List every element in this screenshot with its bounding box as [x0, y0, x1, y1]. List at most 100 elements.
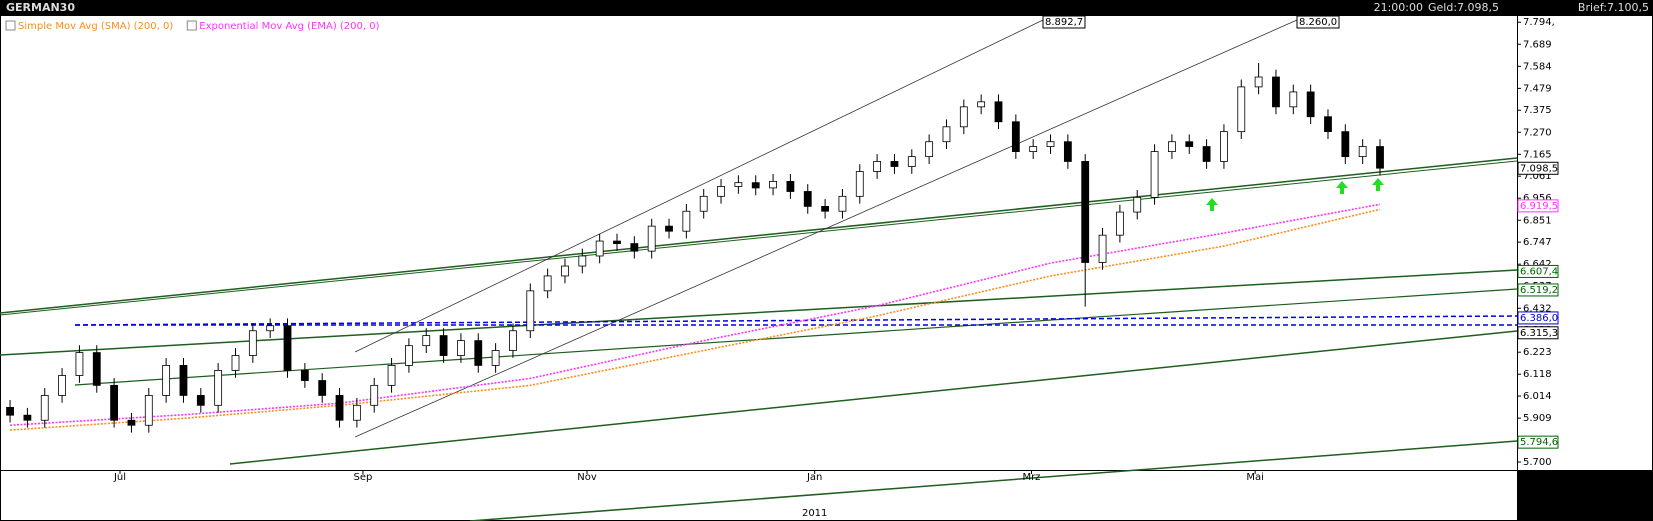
candle-body — [370, 384, 379, 406]
line-tag — [1296, 15, 1340, 29]
candle-body — [457, 340, 465, 356]
year-label: 2011 — [802, 508, 827, 519]
candle-body — [942, 126, 951, 143]
candle-body — [1115, 211, 1124, 236]
candle-body — [23, 414, 32, 421]
channel-line — [354, 19, 1298, 438]
y-tick-label: 7.584 — [1523, 61, 1552, 72]
candle-body — [387, 365, 396, 386]
price-tag-label: 6.519,2 — [1520, 285, 1558, 296]
candle-body — [110, 384, 119, 421]
plot-area — [1, 16, 1517, 470]
candle-body — [491, 350, 500, 366]
arrow — [1372, 178, 1384, 191]
candle-body — [231, 355, 240, 371]
candle-body — [994, 101, 1003, 123]
candle-body — [248, 330, 257, 356]
candle-body — [509, 330, 517, 351]
candle-body — [526, 290, 535, 332]
y-tick-label: 6.118 — [1523, 369, 1552, 380]
y-tick-label: 5.700 — [1523, 457, 1552, 468]
y-tick-label: 6.223 — [1523, 347, 1552, 358]
price-tag — [1517, 264, 1559, 278]
candle-body — [318, 380, 327, 396]
trendline — [0, 160, 1518, 316]
trendline — [469, 440, 1518, 521]
candle-body — [162, 365, 171, 396]
candle-body — [1029, 146, 1038, 152]
price-tag-label: 6.919,5 — [1520, 201, 1558, 212]
candle-body — [595, 240, 604, 257]
x-tick-label: Nov — [577, 472, 597, 483]
candle-body — [890, 161, 899, 167]
candle-body — [665, 225, 673, 232]
support-line — [74, 315, 1518, 326]
candle-body — [40, 395, 49, 421]
trendline — [74, 288, 1518, 386]
candle-body — [1237, 86, 1246, 133]
candle-body — [769, 181, 777, 189]
y-tick-label: 7.165 — [1523, 149, 1552, 160]
trendline — [229, 330, 1518, 465]
candle-body — [422, 335, 431, 347]
candle-body — [300, 370, 309, 381]
candle-body — [682, 210, 691, 232]
symbol: GERMAN30 — [6, 1, 75, 14]
y-tick-label: 6.432 — [1523, 303, 1552, 314]
y-tick-label: 7.061 — [1523, 171, 1552, 182]
candle-body — [283, 325, 292, 371]
x-tick-label: Mai — [1246, 472, 1264, 483]
candle-body — [352, 404, 361, 421]
candle-body — [1202, 146, 1211, 162]
arrow — [1336, 181, 1348, 194]
candle-body — [1324, 116, 1332, 133]
candle-body — [266, 325, 275, 332]
y-tick-label: 6.747 — [1523, 237, 1552, 248]
y-tick-label: 5.909 — [1523, 413, 1552, 424]
y-axis-area — [1518, 16, 1652, 470]
channel-line — [354, 19, 1044, 353]
x-axis-area — [1, 471, 1517, 520]
price-tag-label: 7.098,5 — [1520, 163, 1558, 174]
candle-body — [1046, 141, 1055, 147]
candle-body — [543, 275, 552, 292]
y-tick-label: 6.956 — [1523, 193, 1552, 204]
x-tick-label: Jul — [113, 472, 126, 483]
price-tag — [1517, 161, 1559, 175]
candle-body — [1220, 131, 1228, 162]
candle-body — [144, 395, 153, 426]
candle-body — [734, 182, 743, 187]
candle-body — [907, 156, 916, 167]
candle-body — [803, 191, 812, 207]
legend-box — [5, 20, 16, 31]
candle-body — [613, 240, 621, 244]
arrow — [1206, 198, 1218, 211]
line-tag-label: 8.260,0 — [1299, 17, 1337, 28]
price-tag — [1517, 326, 1559, 340]
candle-body — [335, 395, 344, 421]
candle-body — [1185, 141, 1194, 147]
candle-body — [786, 181, 795, 192]
price-tag-label: 6.386,0 — [1520, 313, 1558, 324]
candle-body — [1341, 131, 1350, 158]
candle-body — [578, 255, 587, 267]
candle-body — [1133, 196, 1142, 213]
candle-body — [127, 419, 136, 426]
candle-body — [1098, 234, 1107, 263]
candle-body — [1150, 151, 1159, 198]
candle-body — [821, 206, 829, 212]
legend: Simple Mov Avg (SMA) (200, 0) Exponential… — [5, 20, 380, 32]
price-tag-label: 5.794,6 — [1520, 437, 1558, 448]
candle-body — [1376, 146, 1384, 169]
candle-body — [75, 352, 84, 376]
candle-body — [751, 182, 760, 189]
moving-average — [10, 203, 1381, 427]
candle-body — [179, 365, 188, 396]
x-tick-label: Mrz — [1022, 472, 1040, 483]
candle-body — [1358, 146, 1367, 158]
candle-body — [647, 225, 656, 252]
bid: Geld:7.098,5 — [1428, 1, 1499, 14]
candle-body — [1306, 91, 1315, 118]
candle-body — [1272, 76, 1280, 108]
candle-body — [92, 352, 101, 386]
